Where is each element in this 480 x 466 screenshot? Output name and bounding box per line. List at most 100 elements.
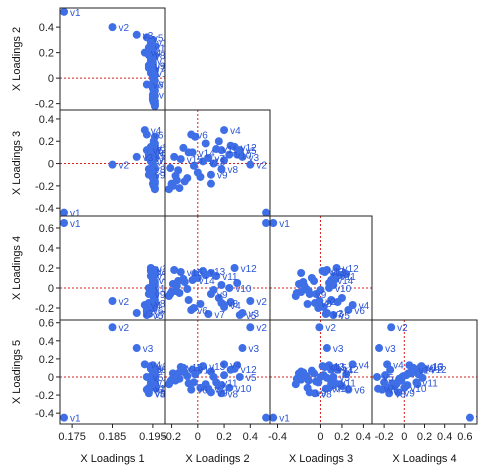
data-point-v34[interactable] bbox=[196, 172, 205, 181]
data-point-v23[interactable] bbox=[175, 184, 184, 193]
data-point-v36[interactable] bbox=[150, 266, 159, 274]
data-point-v8[interactable] bbox=[217, 389, 226, 398]
data-point-v10[interactable] bbox=[225, 284, 234, 292]
data-point-v34[interactable] bbox=[303, 300, 312, 308]
data-point-v23[interactable] bbox=[175, 289, 184, 297]
data-point-v1[interactable] bbox=[262, 413, 270, 422]
data-point-v38[interactable] bbox=[217, 146, 226, 155]
data-point-v2[interactable] bbox=[108, 323, 117, 332]
data-point-v39[interactable] bbox=[174, 166, 183, 175]
data-point-v31[interactable] bbox=[184, 296, 193, 304]
data-point-v2[interactable] bbox=[108, 23, 117, 32]
data-point-v13[interactable] bbox=[199, 157, 208, 166]
data-point-v29[interactable] bbox=[191, 270, 200, 278]
data-point-v23[interactable] bbox=[292, 374, 301, 383]
data-point-v39[interactable] bbox=[407, 369, 416, 378]
data-point-v10[interactable] bbox=[225, 383, 234, 392]
data-point-v9[interactable] bbox=[206, 170, 215, 179]
data-point-v20[interactable] bbox=[167, 179, 176, 188]
data-point-v6[interactable] bbox=[344, 306, 353, 314]
data-point-v38[interactable] bbox=[329, 381, 338, 390]
data-point-v36[interactable] bbox=[322, 373, 331, 382]
data-point-v23[interactable] bbox=[292, 289, 301, 297]
data-point-v29[interactable] bbox=[150, 132, 159, 141]
data-point-v1[interactable] bbox=[269, 413, 278, 422]
data-point-v40[interactable] bbox=[150, 42, 159, 51]
data-point-v29[interactable] bbox=[191, 370, 200, 379]
data-point-v40[interactable] bbox=[333, 365, 342, 374]
data-point-v38[interactable] bbox=[329, 281, 338, 289]
data-point-v30[interactable] bbox=[148, 61, 157, 70]
data-point-v30[interactable] bbox=[148, 179, 157, 188]
data-point-v38[interactable] bbox=[217, 381, 226, 390]
data-point-v28[interactable] bbox=[214, 294, 223, 302]
data-point-v29[interactable] bbox=[342, 270, 351, 278]
data-point-v32[interactable] bbox=[381, 371, 390, 380]
data-point-v36[interactable] bbox=[170, 266, 179, 274]
data-point-v12[interactable] bbox=[230, 264, 239, 272]
data-point-v1[interactable] bbox=[60, 413, 69, 422]
data-point-v9[interactable] bbox=[206, 388, 215, 397]
data-point-v3[interactable] bbox=[132, 30, 141, 39]
data-point-v37[interactable] bbox=[149, 304, 158, 312]
data-point-v35[interactable] bbox=[233, 279, 242, 287]
data-point-v3[interactable] bbox=[132, 309, 141, 317]
data-point-v29[interactable] bbox=[191, 132, 200, 141]
data-point-v7[interactable] bbox=[204, 310, 213, 318]
data-point-v34[interactable] bbox=[303, 383, 312, 392]
data-point-v34[interactable] bbox=[150, 71, 159, 80]
data-point-v30[interactable] bbox=[297, 367, 306, 376]
data-point-v37[interactable] bbox=[189, 304, 198, 312]
data-point-v22[interactable] bbox=[304, 376, 313, 385]
data-point-v34[interactable] bbox=[196, 300, 205, 308]
data-point-v39[interactable] bbox=[310, 277, 319, 285]
data-point-v39[interactable] bbox=[148, 277, 157, 285]
data-point-v36[interactable] bbox=[418, 373, 427, 382]
data-point-v39[interactable] bbox=[174, 369, 183, 378]
data-point-v4[interactable] bbox=[220, 126, 229, 135]
data-point-v3[interactable] bbox=[132, 344, 141, 353]
data-point-v1[interactable] bbox=[262, 208, 270, 217]
data-point-v5[interactable] bbox=[329, 311, 338, 319]
data-point-v27[interactable] bbox=[413, 380, 422, 389]
data-point-v6[interactable] bbox=[142, 80, 151, 89]
data-point-v30[interactable] bbox=[297, 269, 306, 277]
data-point-v25[interactable] bbox=[166, 164, 175, 173]
data-point-v15[interactable] bbox=[176, 268, 185, 276]
data-point-v33[interactable] bbox=[179, 143, 188, 152]
data-point-v2[interactable] bbox=[108, 297, 117, 305]
data-point-v1[interactable] bbox=[60, 208, 69, 217]
data-point-v28[interactable] bbox=[337, 382, 346, 391]
data-point-v28[interactable] bbox=[214, 137, 223, 146]
data-point-v2[interactable] bbox=[246, 160, 255, 169]
data-point-v39[interactable] bbox=[148, 166, 157, 175]
data-point-v4[interactable] bbox=[140, 360, 149, 369]
data-point-v32[interactable] bbox=[220, 303, 229, 311]
data-point-v31[interactable] bbox=[327, 296, 336, 304]
data-point-v2[interactable] bbox=[108, 160, 117, 169]
data-point-v9[interactable] bbox=[394, 388, 403, 397]
data-point-v32[interactable] bbox=[220, 371, 229, 380]
data-point-v39[interactable] bbox=[310, 369, 319, 378]
data-point-v8[interactable] bbox=[217, 165, 226, 174]
data-point-v39[interactable] bbox=[174, 277, 183, 285]
data-point-v31[interactable] bbox=[184, 148, 193, 157]
data-point-v37[interactable] bbox=[314, 378, 323, 387]
data-point-v29[interactable] bbox=[342, 370, 351, 379]
data-point-v13[interactable] bbox=[199, 362, 208, 371]
data-point-v37[interactable] bbox=[189, 378, 198, 387]
data-point-v30[interactable] bbox=[415, 367, 424, 376]
data-point-v26[interactable] bbox=[209, 286, 218, 294]
data-point-v1[interactable] bbox=[465, 413, 474, 422]
data-point-v30[interactable] bbox=[206, 179, 215, 188]
data-point-v2[interactable] bbox=[387, 323, 396, 332]
data-point-v35[interactable] bbox=[233, 150, 242, 159]
data-point-v34[interactable] bbox=[196, 383, 205, 392]
data-point-v19[interactable] bbox=[183, 285, 192, 293]
data-point-v26[interactable] bbox=[316, 286, 325, 294]
data-point-v1[interactable] bbox=[269, 219, 278, 227]
data-point-v12[interactable] bbox=[332, 264, 341, 272]
data-point-v33[interactable] bbox=[179, 363, 188, 372]
data-point-v40[interactable] bbox=[226, 365, 235, 374]
data-point-v3[interactable] bbox=[375, 344, 384, 353]
